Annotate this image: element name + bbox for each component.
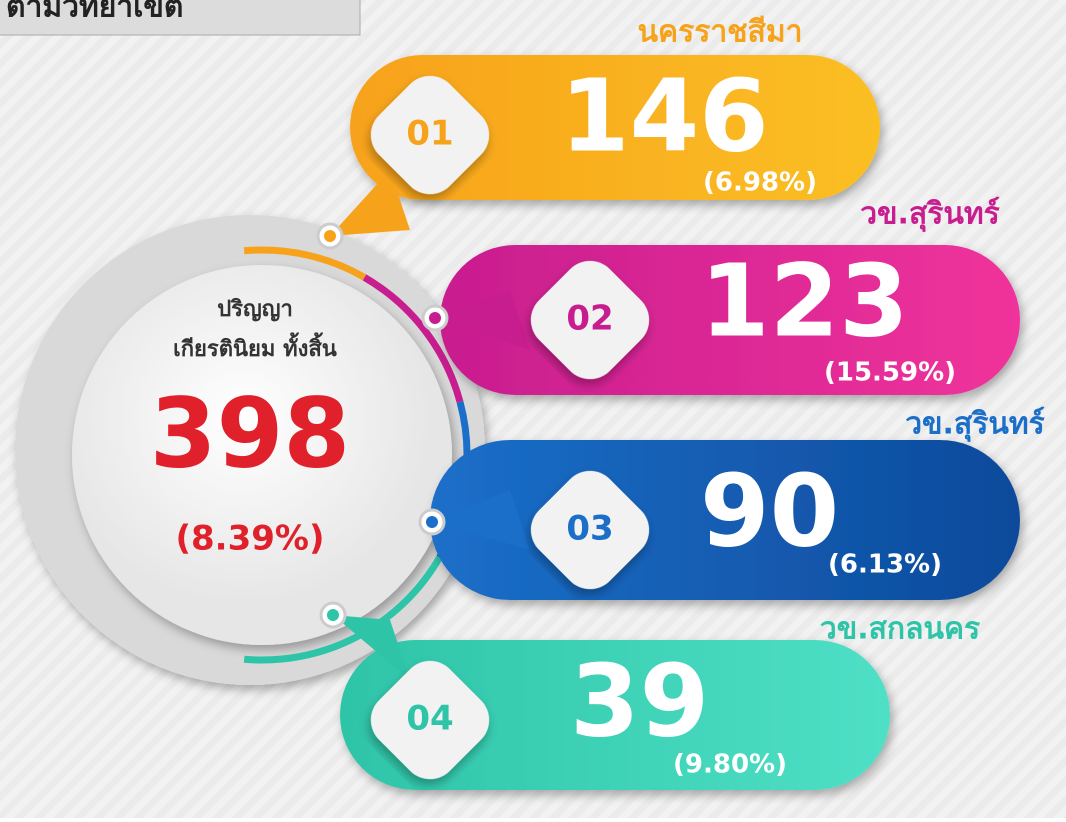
value: 123: [700, 242, 909, 359]
percent: (15.59%): [824, 358, 956, 388]
arc: [243, 555, 443, 664]
pill: [350, 55, 880, 200]
diamond: [530, 260, 650, 380]
diamond: [370, 75, 490, 195]
dot-core: [327, 609, 339, 621]
campus: วข.สุรินทร์: [905, 407, 1045, 443]
pointer: [435, 290, 530, 350]
center-value: 398: [150, 377, 350, 489]
percent: (6.98%): [703, 168, 817, 198]
inner-circle: [72, 265, 452, 645]
arc: [243, 246, 367, 281]
header-title: ตามวิทยาเขต: [6, 0, 183, 25]
center-percent: (8.39%): [175, 519, 324, 559]
rank: 01: [406, 114, 453, 154]
campus: วข.สุรินทร์: [860, 197, 1000, 233]
center-line1: ปริญญา: [217, 297, 293, 322]
dot-core: [429, 312, 441, 324]
pill: [340, 640, 890, 790]
center-line2: เกียรตินิยม ทั้งสิ้น: [173, 332, 337, 362]
campus: นครราชสีมา: [638, 15, 803, 50]
rank: 04: [406, 699, 453, 739]
diamond: [530, 470, 650, 590]
rank: 03: [566, 509, 613, 549]
header-box: [0, 0, 361, 36]
percent: (6.13%): [828, 550, 942, 580]
dot-core: [324, 230, 336, 242]
rank: 02: [566, 299, 613, 339]
arc: [362, 274, 464, 403]
percent: (9.80%): [673, 750, 787, 780]
value: 39: [570, 642, 709, 759]
value: 90: [700, 452, 839, 569]
pointer: [333, 615, 410, 680]
value: 146: [560, 57, 769, 174]
diamond: [370, 660, 490, 780]
dot-core: [426, 516, 438, 528]
pointer: [432, 490, 530, 550]
pointer: [330, 170, 410, 236]
campus: วข.สกลนคร: [820, 612, 980, 647]
